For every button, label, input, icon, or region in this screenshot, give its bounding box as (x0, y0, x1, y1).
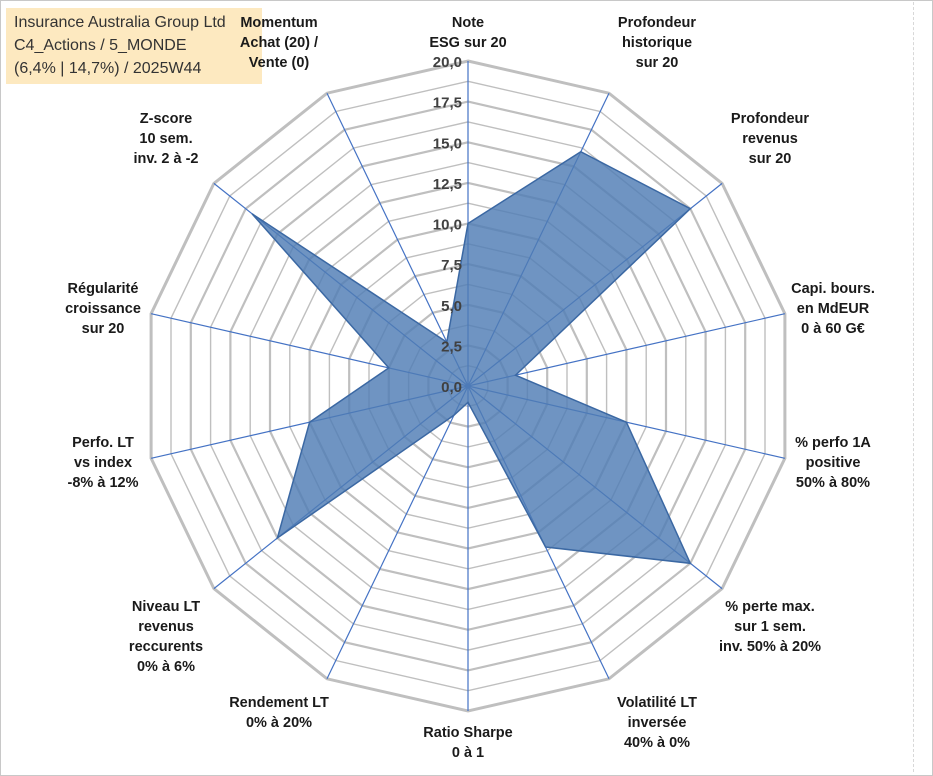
axis-label: % perte max. sur 1 sem. inv. 50% à 20% (695, 597, 845, 657)
axis-label: Régularité croissance sur 20 (28, 279, 178, 339)
axis-label-line: % perfo 1A (795, 435, 871, 451)
frame-edge (913, 2, 915, 772)
tick-label: 0,0 (441, 379, 462, 396)
axis-label-line: Niveau LT (131, 599, 201, 615)
axis-label-line: inv. 2 à -2 (133, 151, 199, 167)
axis-label-line: vs index (73, 455, 133, 471)
axis-label-line: sur 20 (81, 321, 125, 337)
axis-label-line: sur 20 (748, 151, 792, 167)
axis-label: Niveau LT revenus reccurents 0% à 6% (91, 597, 241, 677)
axis-label-line: Profondeur (617, 15, 697, 31)
axis-label-line: Momentum (240, 15, 318, 31)
axis-label-line: 50% à 80% (795, 475, 871, 491)
tick-label: 17,5 (433, 95, 462, 112)
tick-label: 15,0 (433, 135, 462, 152)
axis-label-line: sur 1 sem. (734, 619, 806, 635)
axis-label-line: Régularité (67, 281, 139, 297)
axis-label-line: Volatilité LT (616, 695, 698, 711)
axis-label-line: 0 à 1 (451, 745, 485, 761)
axis-label-line: ESG sur 20 (429, 35, 507, 51)
chart-title-company: Insurance Australia Group Ltd (14, 14, 226, 31)
axis-spoke (467, 313, 786, 387)
axis-label: Volatilité LT inversée 40% à 0% (582, 693, 732, 753)
axis-label-line: en MdEUR (796, 301, 870, 317)
axis-label-line: Perfo. LT (72, 435, 134, 451)
chart-title-category: C4_Actions / 5_MONDE (14, 37, 187, 54)
axis-label-line: revenus (138, 619, 194, 635)
axis-label-line: revenus (742, 131, 798, 147)
tick-label: 2,5 (441, 338, 462, 355)
axis-label: % perfo 1A positive 50% à 80% (758, 433, 908, 493)
axis-label-line: Achat (20) / (239, 35, 319, 51)
tick-label: 20,0 (433, 54, 462, 71)
axis-label-line: 10 sem. (139, 131, 193, 147)
axis-label-line: Profondeur (730, 111, 810, 127)
axis-label-line: Ratio Sharpe (423, 725, 513, 741)
axis-spoke (326, 92, 469, 387)
axis-label-line: reccurents (128, 639, 204, 655)
data-series-area (251, 150, 692, 565)
axis-label-line: historique (621, 35, 693, 51)
tick-label: 10,0 (433, 217, 462, 234)
axis-label-line: sur 20 (635, 55, 679, 71)
axis-label: Capi. bours. en MdEUR 0 à 60 G€ (758, 279, 908, 339)
axis-label-line: 40% à 0% (623, 735, 691, 751)
axis-label: Rendement LT 0% à 20% (204, 693, 354, 733)
axis-label: Ratio Sharpe 0 à 1 (393, 723, 543, 763)
tick-label: 12,5 (433, 176, 462, 193)
axis-label: Note ESG sur 20 (393, 13, 543, 53)
axis-label-line: Capi. bours. (791, 281, 875, 297)
axis-label-line: 0 à 60 G€ (801, 321, 865, 337)
axis-label-line: 0% à 6% (136, 659, 196, 675)
axis-label-line: Rendement LT (229, 695, 329, 711)
axis-label-line: Z-score (139, 111, 193, 127)
axis-label-line: Note (451, 15, 485, 31)
tick-label: 7,5 (441, 257, 462, 274)
axis-label: Profondeur revenus sur 20 (695, 109, 845, 169)
axis-label: Perfo. LT vs index -8% à 12% (28, 433, 178, 493)
axis-spoke (326, 385, 469, 680)
axis-label: Profondeur historique sur 20 (582, 13, 732, 73)
axis-label: Momentum Achat (20) / Vente (0) (204, 13, 354, 73)
chart-title-period: (6,4% | 14,7%) / 2025W44 (14, 60, 202, 77)
axis-label-line: inversée (627, 715, 687, 731)
axis-label-line: 0% à 20% (245, 715, 313, 731)
axis-label: Z-score 10 sem. inv. 2 à -2 (91, 109, 241, 169)
axis-label-line: inv. 50% à 20% (718, 639, 822, 655)
chart-title-box: Insurance Australia Group Ltd C4_Actions… (6, 8, 262, 84)
axis-label-line: Vente (0) (248, 55, 310, 71)
axis-label-line: positive (805, 455, 861, 471)
axis-label-line: croissance (65, 301, 141, 317)
axis-label-line: -8% à 12% (67, 475, 139, 491)
tick-label: 5,0 (441, 298, 462, 315)
axis-label-line: % perte max. (725, 599, 815, 615)
